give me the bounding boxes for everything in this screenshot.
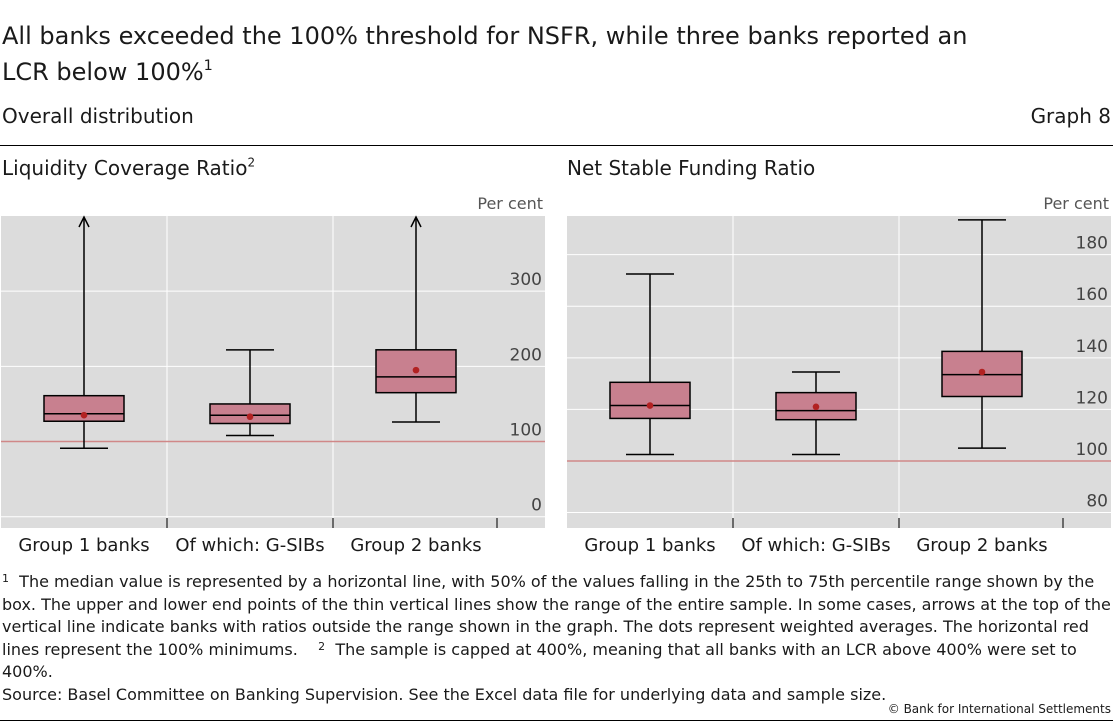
nsfr-chart: 80 100 120 140 160 180 Per cent Group 1 banks Of… [567,194,1111,556]
lcr-box-2 [209,349,291,437]
chart-title: All banks exceeded the 100% threshold fo… [2,18,1002,90]
lcr-panel-title: Liquidity Coverage Ratio2 [2,156,255,180]
footnote-1-marker: 1 [2,572,9,585]
nsfr-box-1 [609,273,691,456]
lcr-plot-area [1,216,545,528]
lcr-category-label: Of which: G-SIBs [175,535,324,556]
nsfr-ytick-label: 80 [1086,492,1108,512]
nsfr-category-label: Group 1 banks [584,535,715,556]
nsfr-ytick-label: 160 [1076,285,1108,305]
nsfr-ytick-label: 100 [1076,440,1108,460]
footnote-1-text: The median value is represented by a hor… [2,572,1111,659]
lcr-weighted-average-dot [80,411,88,419]
nsfr-unit-label: Per cent [1043,194,1109,213]
bottom-divider [0,720,1113,721]
nsfr-panel-title: Net Stable Funding Ratio [567,156,816,180]
lcr-ytick-label: 300 [510,270,542,290]
nsfr-box-3 [941,219,1023,449]
nsfr-weighted-average-dot [646,402,654,409]
copyright: © Bank for International Settlements [887,702,1111,716]
lcr-box-1 [43,215,125,450]
chart-title-text: All banks exceeded the 100% threshold fo… [2,22,968,86]
lcr-box-3 [375,215,457,423]
lcr-category-label: Group 1 banks [18,535,149,556]
nsfr-ytick-label: 120 [1076,388,1108,408]
lcr-weighted-average-dot [412,366,420,374]
lcr-panel-title-text: Liquidity Coverage Ratio [2,156,248,180]
lcr-outlier-arrow [78,215,90,228]
nsfr-ytick-label: 180 [1076,234,1108,254]
chart-title-footnote-marker: 1 [203,57,213,74]
lcr-chart: 0 100 200 300 Per cent Group 1 banks Of which:… [1,194,545,556]
nsfr-weighted-average-dot [812,403,820,411]
footnotes: 1 The median value is represented by a h… [2,571,1112,684]
source-note: Source: Basel Committee on Banking Super… [2,685,887,704]
graph-number: Graph 8 [1030,104,1111,128]
lcr-weighted-average-dot [246,413,254,421]
lcr-unit-label: Per cent [477,194,543,213]
nsfr-ytick-label: 140 [1076,337,1108,357]
chart-subtitle: Overall distribution [2,104,194,128]
lcr-ytick-label: 200 [510,345,542,365]
nsfr-weighted-average-dot [978,368,986,376]
nsfr-box-2 [775,371,857,456]
top-divider [0,145,1113,146]
lcr-category-label: Group 2 banks [350,535,481,556]
lcr-ytick-label: 100 [510,421,542,441]
footnote-2-text: The sample is capped at 400%, meaning th… [2,639,1077,682]
nsfr-category-label: Of which: G-SIBs [741,535,890,556]
lcr-panel-title-footnote-marker: 2 [247,155,256,170]
nsfr-category-label: Group 2 banks [916,535,1047,556]
nsfr-iqr-box [609,381,691,420]
lcr-ytick-label: 0 [531,496,542,516]
footnote-2-marker: 2 [318,639,326,653]
lcr-outlier-arrow [410,215,422,228]
